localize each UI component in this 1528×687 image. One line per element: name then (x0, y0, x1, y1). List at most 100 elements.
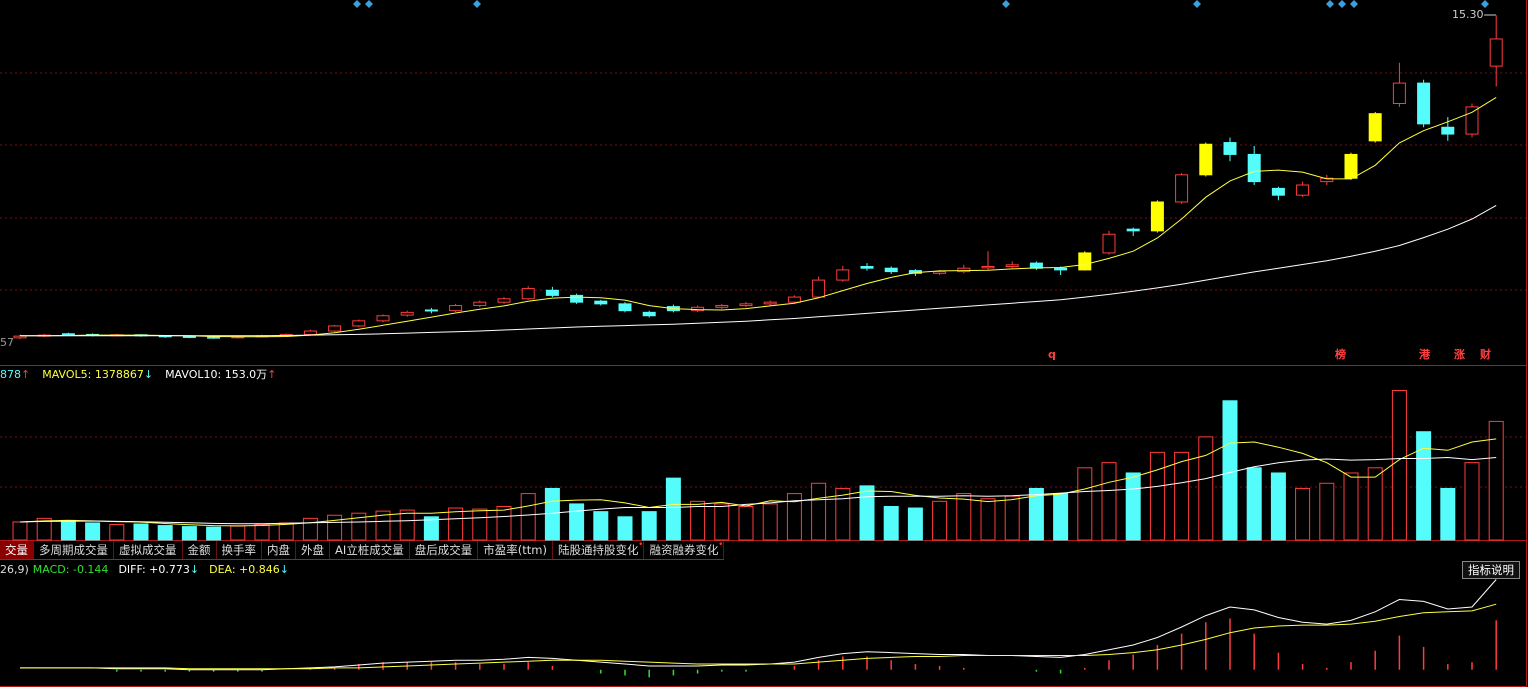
tab[interactable]: 内盘 (262, 541, 296, 559)
candle-body (449, 305, 463, 312)
event-marker (1481, 0, 1489, 8)
candle-body (1054, 267, 1068, 271)
volume-label: 878 (0, 368, 21, 381)
volume-header: 878↑ MAVOL5: 1378867↓ MAVOL10: 153.0万↑ (0, 368, 276, 381)
candle-body (1392, 82, 1406, 104)
volume-bar (1174, 451, 1190, 541)
volume-bar (351, 512, 367, 541)
volume-bar (60, 519, 76, 541)
volume-bar (109, 524, 125, 541)
volume-bar (423, 516, 439, 541)
candle-body (497, 298, 511, 303)
candle-body (13, 335, 27, 339)
moving-average-line (20, 204, 1497, 337)
candle-body (473, 301, 487, 307)
event-marker (1193, 0, 1201, 8)
macd-header: 26,9) MACD: -0.144 DIFF: +0.773↓ DEA: +0.84… (0, 563, 289, 576)
volume-bar (12, 521, 28, 541)
tab[interactable]: 陆股通持股变化 (553, 541, 645, 559)
volume-bar (1391, 389, 1407, 541)
candle-body (933, 271, 947, 274)
candle-body (1441, 126, 1455, 135)
event-tag: 涨 (1454, 347, 1465, 361)
candle-body (1150, 201, 1164, 232)
volume-bar (36, 517, 52, 541)
candle-body (1078, 252, 1092, 271)
volume-average-line (19, 456, 1497, 525)
event-tags: q 榜 港 涨 财 (1048, 347, 1491, 361)
legend-entry: MAVOL10: 153.0万 (165, 368, 267, 381)
volume-bar (786, 493, 802, 541)
volume-bar (762, 503, 778, 541)
candle-body (207, 336, 221, 339)
volume-bar (593, 511, 609, 541)
candle-body (1417, 82, 1431, 125)
volume-bar (641, 511, 657, 541)
tab[interactable]: 换手率 (217, 541, 262, 559)
trend-arrow: ↓ (144, 368, 153, 381)
volume-bar (472, 508, 488, 541)
tab-dot: • (638, 540, 644, 550)
tab[interactable]: 外盘 (296, 541, 330, 559)
tab-dot: • (718, 540, 724, 550)
trend-arrow: ↓ (190, 563, 199, 576)
tab[interactable]: 多周期成交量 (34, 541, 114, 559)
volume-bar (1295, 487, 1311, 541)
indicator-help-button[interactable]: 指标说明 (1462, 561, 1520, 579)
volume-bar (1149, 451, 1165, 541)
candle-body (715, 305, 729, 308)
volume-bar (690, 500, 706, 541)
candle-body (1368, 113, 1382, 142)
event-marker (353, 0, 361, 8)
tab[interactable]: 金额 (183, 541, 217, 559)
candle-body (1005, 264, 1019, 268)
volume-bar (375, 510, 391, 541)
tab[interactable]: 虚拟成交量 (114, 541, 183, 559)
candle-body (545, 289, 559, 296)
tab[interactable]: AI立桩成交量 (330, 541, 410, 559)
volume-bar (1125, 472, 1141, 541)
volume-bar (254, 524, 270, 541)
candle-body (1296, 184, 1310, 196)
trend-arrow: ↑ (21, 368, 30, 381)
tab[interactable]: 市盈率(ttm) (478, 541, 553, 559)
candle-body (303, 330, 317, 335)
volume-bar (1077, 467, 1093, 541)
volume-bar (665, 477, 681, 541)
event-marker (473, 0, 481, 8)
volume-bar (1028, 487, 1044, 541)
volume-bar (714, 503, 730, 541)
volume-bar (1343, 472, 1359, 541)
volume-bar (496, 505, 512, 541)
candle-body (570, 294, 584, 303)
tab[interactable]: 融资融券变化 (644, 541, 725, 559)
tab[interactable]: 盘后成交量 (410, 541, 479, 559)
candle-body (763, 301, 777, 305)
candle-body (328, 325, 342, 332)
tab-wrap[interactable]: 融资融券变化 • (644, 540, 725, 559)
candle-body (860, 266, 874, 269)
volume-bar (883, 505, 899, 541)
tab-wrap[interactable]: 陆股通持股变化 • (553, 540, 645, 559)
volume-bar (835, 487, 851, 541)
volume-bar (230, 525, 246, 541)
tab[interactable]: 交量 (0, 541, 34, 559)
volume-bar (811, 482, 827, 541)
trend-arrow: ↓ (280, 563, 289, 576)
volume-bar (544, 487, 560, 541)
volume-bar (1270, 472, 1286, 541)
candle-body (1175, 174, 1189, 203)
candle-body (1320, 177, 1334, 183)
volume-bar (569, 503, 585, 541)
volume-bar (157, 525, 173, 541)
candle-body (957, 267, 971, 273)
volume-bar (520, 493, 536, 541)
candle-body (1223, 142, 1237, 155)
volume-bar (980, 498, 996, 541)
volume-bar (1101, 462, 1117, 541)
volume-bar (1319, 482, 1335, 541)
volume-bar (1367, 467, 1383, 541)
candle-body (1489, 38, 1503, 67)
